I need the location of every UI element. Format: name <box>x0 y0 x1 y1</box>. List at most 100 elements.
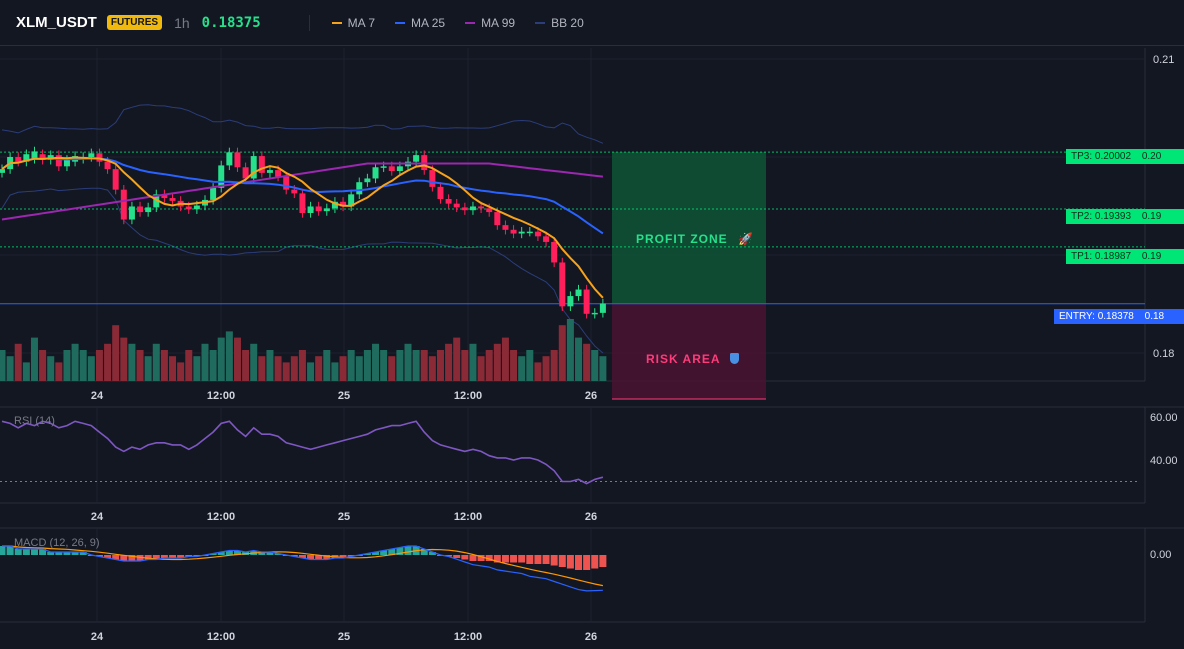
candle-body <box>31 151 38 159</box>
volume-bar <box>169 356 177 381</box>
rsi-tick-40: 40.00 <box>1150 455 1178 467</box>
candle-body <box>15 157 22 162</box>
macd-hist-bar <box>420 549 428 555</box>
symbol-name[interactable]: XLM_USDT <box>16 14 97 31</box>
candle-body <box>429 170 436 187</box>
volume-bar <box>47 356 55 381</box>
volume-bar <box>510 350 518 381</box>
macd-hist-bar <box>30 549 38 555</box>
candle-body <box>315 206 322 212</box>
candle-body <box>510 229 517 234</box>
timeframe[interactable]: 1h <box>174 14 190 31</box>
time-label: 12:00 <box>207 631 235 643</box>
profit-zone-label: PROFIT ZONE 🚀 <box>636 232 754 246</box>
candle-body <box>323 208 330 212</box>
candle-body <box>307 206 314 213</box>
volume-bar <box>95 350 103 381</box>
macd-hist-bar <box>290 555 298 557</box>
macd-hist-bar <box>558 555 566 567</box>
volume-bar <box>290 356 298 381</box>
macd-hist-bar <box>599 555 607 567</box>
volume-bar <box>372 343 380 381</box>
volume-bar <box>575 337 583 381</box>
macd-hist-bar <box>233 550 241 555</box>
volume-bar <box>445 343 453 381</box>
macd-hist-bar <box>22 549 30 555</box>
macd-hist-bar <box>315 555 323 560</box>
macd-pane <box>0 545 607 592</box>
shield-icon <box>730 353 740 364</box>
ma7-line <box>1 156 604 299</box>
macd-hist-bar <box>323 555 331 560</box>
candle-body <box>258 156 265 173</box>
macd-hist-bar <box>63 552 71 555</box>
volume-bar <box>534 362 542 381</box>
candle-body <box>96 153 103 162</box>
volume-bar <box>266 350 274 381</box>
grid-lines <box>0 48 1145 622</box>
volume-bar <box>225 331 233 381</box>
volume-bar <box>526 350 534 381</box>
macd-hist-bar <box>404 546 412 555</box>
time-label: 12:00 <box>207 511 235 523</box>
legend-bb20[interactable]: BB 20 <box>535 16 584 30</box>
bollinger-bands <box>1 104 604 354</box>
time-label: 26 <box>585 631 597 643</box>
volume-bar <box>14 343 22 381</box>
candle-body <box>0 169 5 173</box>
macd-hist-bar <box>112 555 120 560</box>
legend-ma99[interactable]: MA 99 <box>465 16 515 30</box>
candle-body <box>218 165 225 188</box>
volume-bar <box>87 356 95 381</box>
time-label: 12:00 <box>454 631 482 643</box>
volume-bar <box>274 356 282 381</box>
macd-hist-bar <box>501 555 509 563</box>
macd-hist-bar <box>493 555 501 563</box>
macd-title: MACD (12, 26, 9) <box>14 537 100 549</box>
candle-body <box>388 166 395 171</box>
volume-bar <box>355 356 363 381</box>
profit-zone <box>612 152 766 304</box>
ma99-line <box>1 162 604 221</box>
tp3-price-label[interactable]: TP3: 0.20002 0.20 <box>1066 149 1184 164</box>
volume-bar <box>136 350 144 381</box>
candle-body <box>250 156 257 179</box>
volume-bar <box>258 356 266 381</box>
candle-body <box>55 155 62 167</box>
candle-body <box>591 312 598 315</box>
macd-hist-bar <box>307 555 315 560</box>
macd-hist-bar <box>477 555 485 561</box>
volume-bar <box>550 350 558 381</box>
candle-body <box>461 207 468 211</box>
tp3-axis-text: 0.20 <box>1141 151 1162 162</box>
legend-ma25-label: MA 25 <box>411 15 446 30</box>
macd-hist-bar <box>469 555 477 561</box>
macd-hist-bar <box>185 555 193 557</box>
candle-body <box>469 206 476 211</box>
candle-body <box>137 206 144 213</box>
header-divider <box>308 14 310 31</box>
volume-bar <box>152 343 160 381</box>
legend-ma25[interactable]: MA 25 <box>395 16 445 30</box>
tp2-price-label[interactable]: TP2: 0.19393 0.19 <box>1066 209 1184 224</box>
macd-hist-bar <box>266 552 274 555</box>
volume-bar <box>298 350 306 381</box>
macd-hist-bar <box>71 552 79 555</box>
tp1-price-label[interactable]: TP1: 0.18987 0.19 <box>1066 249 1184 264</box>
legend-ma7[interactable]: MA 7 <box>331 16 375 30</box>
macd-hist-bar <box>14 549 22 555</box>
volume-bar <box>0 350 6 381</box>
macd-hist-bar <box>510 555 518 563</box>
time-label: 24 <box>91 631 104 643</box>
volume-bar <box>250 343 258 381</box>
bb-lower <box>1 187 604 354</box>
time-label: 25 <box>338 390 350 402</box>
entry-price-label[interactable]: ENTRY: 0.18378 0.18 <box>1054 309 1184 324</box>
macd-hist-bar <box>136 555 144 561</box>
time-label: 25 <box>338 631 350 643</box>
candle-body <box>128 206 135 220</box>
time-label: 24 <box>91 390 104 402</box>
time-label: 26 <box>585 390 597 402</box>
macd-hist-bar <box>39 549 47 555</box>
